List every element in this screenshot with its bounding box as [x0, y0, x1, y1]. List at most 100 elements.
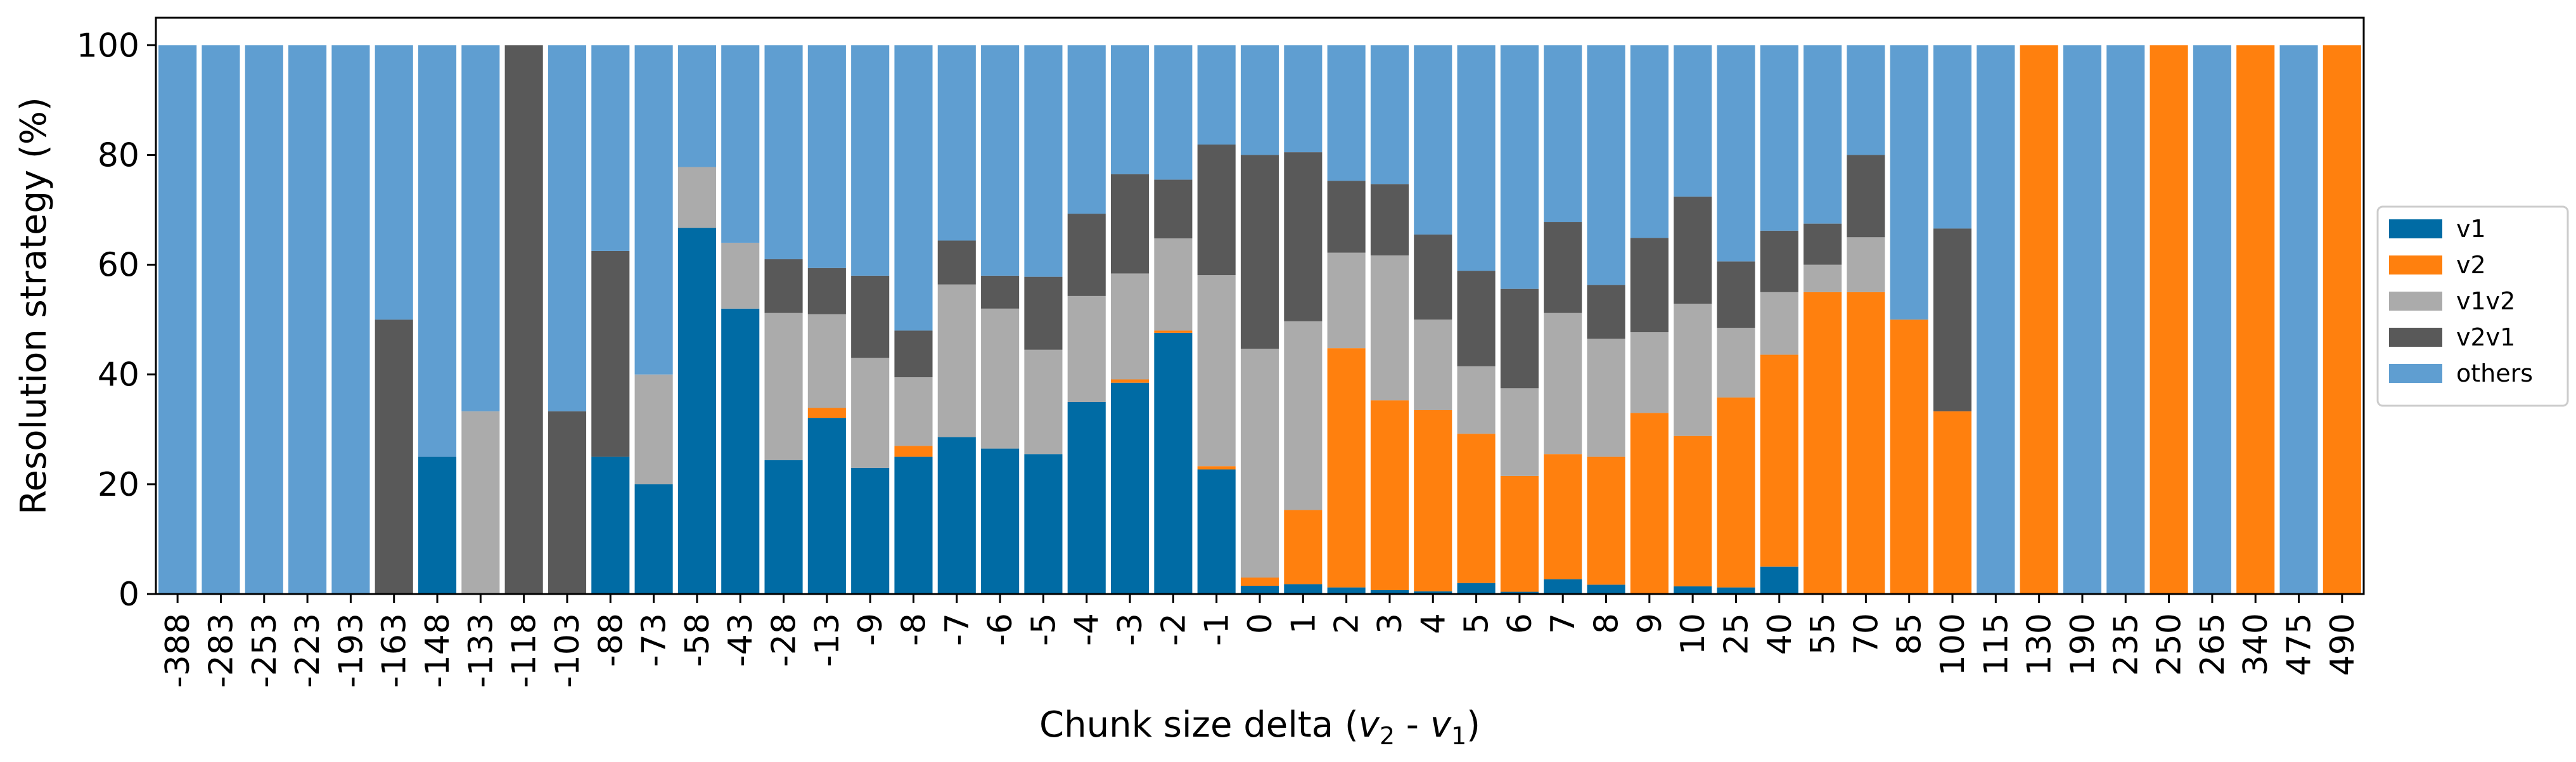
x-tick-label: -4 [1068, 613, 1106, 646]
bar-segment-v1v2 [1717, 328, 1755, 398]
bar-segment-v2 [2323, 45, 2361, 595]
x-tick-label: 0 [1241, 613, 1279, 634]
bar-segment-v2 [1370, 400, 1409, 590]
bar-segment-others [764, 45, 803, 259]
bar-segment-v1v2 [981, 308, 1020, 449]
bar-segment-v1 [1370, 590, 1409, 594]
bar-segment-others [245, 45, 283, 595]
x-tick-label: -193 [332, 613, 370, 688]
x-tick-label: -88 [592, 613, 630, 667]
bar-segment-v1 [1197, 469, 1236, 594]
x-tick-label: -253 [246, 613, 284, 688]
x-tick-label: -58 [679, 613, 717, 667]
x-tick-label: 25 [1717, 613, 1755, 655]
bar-segment-v1v2 [1544, 313, 1582, 455]
bar-segment-v2v1 [1111, 174, 1150, 274]
bar-segment-v1v2 [1154, 238, 1193, 331]
bar-segment-v1v2 [937, 284, 976, 437]
x-tick-label: 115 [1977, 613, 2015, 676]
bar-segment-others [1933, 45, 1972, 229]
x-tick-label: -8 [895, 613, 933, 646]
x-tick-label: 340 [2237, 613, 2275, 676]
bar-segment-v2v1 [1457, 271, 1496, 366]
bar-segment-v2v1 [1284, 152, 1323, 321]
x-tick-label: -223 [289, 613, 327, 688]
bar-segment-v1v2 [677, 167, 716, 228]
x-tick-label: -13 [809, 613, 847, 667]
legend-swatch-v2v1 [2389, 328, 2442, 347]
bar-segment-others [331, 45, 370, 595]
y-tick-label: 80 [98, 136, 139, 174]
bar-segment-others [1587, 45, 1625, 285]
bar-segment-others [807, 45, 846, 268]
bar-segment-v1v2 [1327, 252, 1366, 349]
bar-segment-v1 [1760, 566, 1798, 594]
bar-segment-v1 [1587, 584, 1625, 594]
bar-segment-v1 [1500, 591, 1539, 594]
x-tick-label: -283 [202, 613, 240, 688]
bar-segment-others [1414, 45, 1452, 235]
bar-segment-others [1284, 45, 1323, 153]
bar-segment-others [1630, 45, 1669, 238]
bar-segment-others [851, 45, 890, 276]
x-tick-label: 3 [1371, 613, 1409, 634]
x-tick-label: 2 [1328, 613, 1366, 634]
y-tick-label: 0 [119, 576, 139, 614]
bar-segment-v1 [418, 456, 457, 594]
bar-segment-v2v1 [1760, 230, 1798, 292]
y-axis-title: Resolution strategy (%) [13, 97, 54, 515]
bar-segment-others [1760, 45, 1798, 231]
x-tick-label: -73 [636, 613, 674, 667]
y-tick-label: 20 [98, 466, 139, 504]
bar-segment-others [937, 45, 976, 241]
x-tick-label: 70 [1847, 613, 1885, 655]
bar-segment-v1v2 [1587, 339, 1625, 457]
bar-segment-v2v1 [548, 411, 587, 594]
legend-swatch-others [2389, 364, 2442, 383]
bar-segment-others [1847, 45, 1885, 155]
bar-segment-v1v2 [634, 374, 673, 484]
bar-segment-v2 [1327, 348, 1366, 588]
x-tick-label: -133 [462, 613, 500, 688]
bar-segment-v2 [1544, 454, 1582, 579]
bar-segment-v1v2 [461, 411, 500, 594]
x-tick-label: 130 [2021, 613, 2059, 676]
bar-segment-others [1890, 45, 1928, 320]
bar-segment-v1v2 [1760, 292, 1798, 355]
x-axis-title: Chunk size delta (v2 - v1) [1039, 704, 1480, 750]
bar-segment-v2 [1284, 510, 1323, 584]
bar-segment-v1 [1284, 584, 1323, 594]
bar-segment-v2 [1760, 354, 1798, 567]
bar-segment-v2v1 [1544, 222, 1582, 313]
bar-segment-others [1717, 45, 1755, 262]
bar-segment-others [2193, 45, 2231, 595]
x-tick-label: -118 [506, 613, 544, 688]
bar-segment-v1v2 [1630, 332, 1669, 413]
bar-segment-v1v2 [894, 377, 933, 446]
x-tick-label: -103 [549, 613, 587, 688]
bar-segment-v1v2 [1847, 237, 1885, 292]
x-tick-label: 55 [1804, 613, 1842, 655]
x-tick-label: 4 [1414, 613, 1452, 634]
bar-segment-v1v2 [1111, 273, 1150, 380]
bar-segment-v2v1 [1500, 288, 1539, 389]
legend-label-v2v1: v2v1 [2456, 323, 2515, 351]
bar-segment-v2 [2236, 45, 2275, 595]
bars-layer [158, 45, 2361, 595]
bar-segment-others [1674, 45, 1712, 197]
bar-segment-others [1024, 45, 1063, 277]
x-tick-label: -388 [159, 613, 197, 688]
y-tick-label: 100 [77, 27, 139, 65]
bar-segment-v2 [1630, 413, 1669, 594]
bar-segment-v2 [1111, 379, 1150, 383]
bar-segment-v2 [1804, 292, 1842, 594]
x-tick-label: -3 [1112, 613, 1150, 646]
bar-segment-v2v1 [981, 275, 1020, 309]
legend-label-others: others [2456, 359, 2533, 387]
bar-segment-v2v1 [1414, 234, 1452, 320]
bar-segment-v1v2 [1067, 295, 1106, 402]
bar-segment-v2v1 [807, 268, 846, 314]
bar-segment-v2v1 [894, 330, 933, 378]
bar-segment-v2 [1890, 320, 1928, 594]
bar-segment-others [418, 45, 457, 457]
